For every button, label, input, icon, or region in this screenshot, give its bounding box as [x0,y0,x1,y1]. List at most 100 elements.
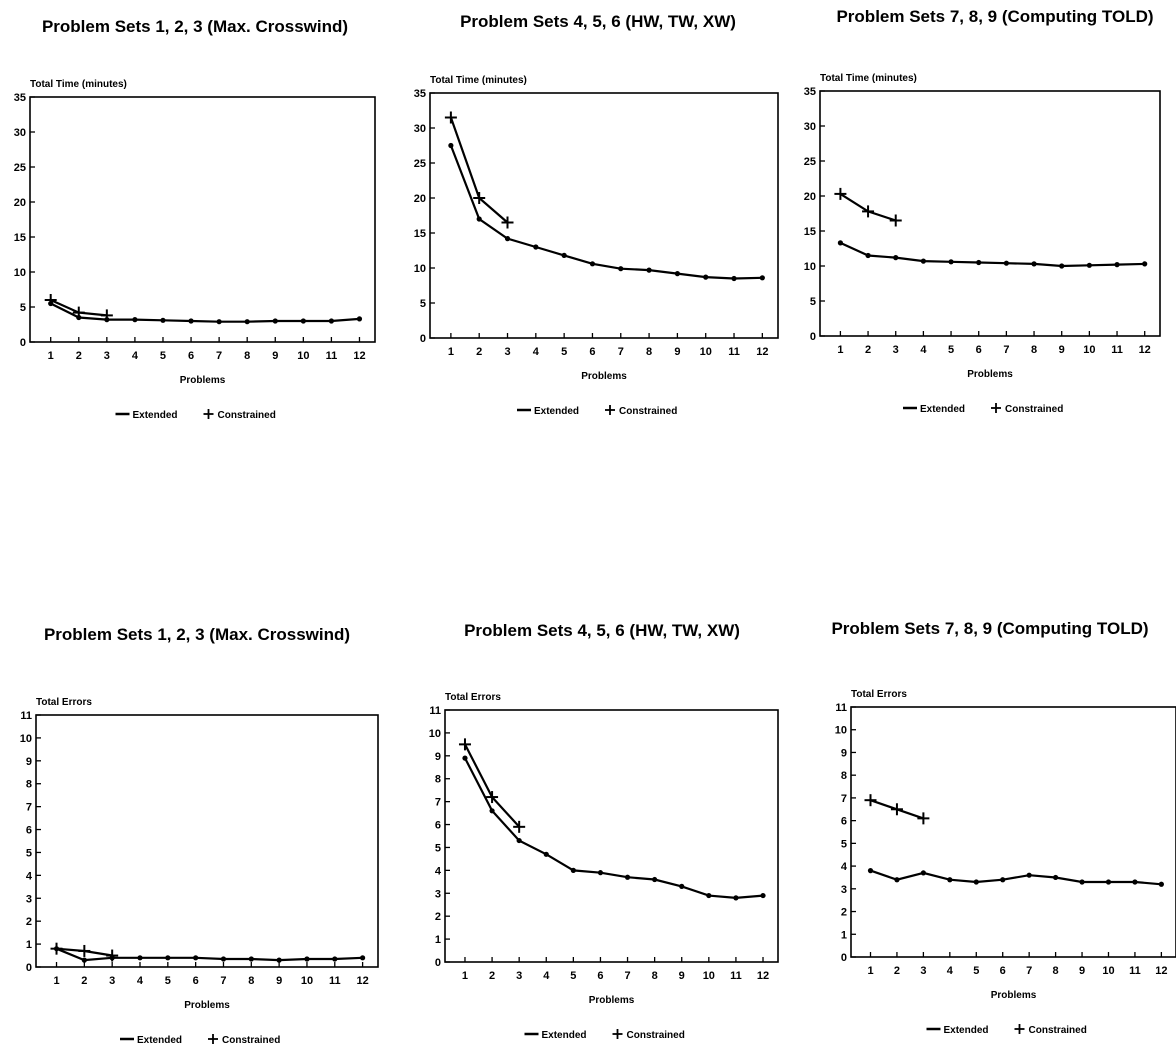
data-point-extended [973,879,979,885]
x-tick-label: 4 [920,344,927,356]
legend-extended-label: Extended [534,406,579,417]
x-tick-label: 9 [1079,965,1085,977]
y-tick-label: 2 [435,911,441,923]
x-tick-label: 9 [674,346,680,358]
y-tick-label: 35 [414,88,426,100]
data-point-extended [947,877,953,883]
y-tick-label: 9 [841,747,847,759]
x-tick-label: 9 [1059,344,1065,356]
y-tick-label: 11 [835,702,847,714]
data-point-extended [760,892,766,899]
data-point-extended [733,895,739,901]
y-tick-label: 3 [26,893,32,905]
data-point-extended [543,851,549,857]
data-point-extended [1026,872,1032,878]
x-tick-label: 6 [589,346,595,358]
y-tick-label: 5 [420,298,426,310]
y-tick-label: 20 [14,197,26,209]
x-tick-label: 4 [947,965,954,977]
legend-extended-label: Extended [920,404,965,415]
y-tick-label: 4 [435,865,442,877]
data-point-extended [920,258,926,264]
data-point-constrained [486,791,499,804]
x-tick-label: 1 [53,975,59,987]
x-tick-label: 3 [516,970,522,982]
x-tick-label: 11 [326,350,338,362]
data-point-constrained [458,738,471,751]
data-point-extended [561,252,567,258]
y-tick-label: 8 [26,779,32,791]
x-tick-label: 10 [301,975,313,987]
legend-constrained-swatch [991,403,1001,413]
legend-constrained-swatch [208,1034,218,1044]
data-point-extended [865,252,871,259]
plot-frame [29,96,376,343]
x-tick-label: 2 [489,970,495,982]
y-tick-label: 2 [26,916,32,928]
data-point-extended [1114,262,1120,268]
data-point-extended [1000,877,1006,883]
x-tick-label: 5 [973,965,979,977]
x-tick-label: 12 [1139,344,1151,356]
data-point-extended [867,868,874,874]
x-axis-label: Problems [180,375,226,386]
y-tick-label: 9 [435,751,441,763]
x-tick-label: 4 [533,346,540,358]
y-tick-label: 0 [435,957,441,969]
y-tick-label: 10 [414,263,426,275]
data-point-extended [248,956,254,962]
y-tick-label: 20 [414,193,426,205]
y-tick-label: 0 [810,331,816,343]
data-point-constrained [917,812,930,825]
plot-frame [429,92,779,339]
y-tick-label: 1 [841,929,847,941]
data-point-extended [894,877,900,883]
y-tick-label: 30 [14,127,26,139]
y-tick-label: 5 [435,842,441,854]
y-tick-label: 10 [804,261,816,273]
y-tick-label: 0 [841,952,847,964]
data-point-extended [759,275,765,281]
data-point-extended [597,870,604,876]
y-tick-label: 3 [435,888,441,900]
data-point-extended [618,266,624,272]
x-tick-label: 1 [48,350,54,362]
x-tick-label: 2 [865,344,871,356]
x-axis-label: Problems [967,369,1013,380]
data-point-constrained [72,306,85,319]
y-tick-label: 7 [435,797,441,809]
data-point-extended [1132,879,1138,885]
data-point-constrained [889,214,902,227]
x-tick-label: 4 [543,970,550,982]
data-point-extended [137,955,143,961]
y-tick-label: 25 [804,156,816,168]
data-point-extended [132,317,138,323]
data-point-extended [837,240,844,246]
data-point-extended [304,956,310,962]
x-tick-label: 7 [1026,965,1032,977]
data-point-extended [948,259,954,265]
series-line-constrained [464,743,521,828]
x-tick-label: 9 [679,970,685,982]
x-tick-label: 4 [132,350,139,362]
chart-title: Problem Sets 7, 8, 9 (Computing TOLD) [831,619,1148,638]
series-line-extended [870,869,1162,886]
chart-panel-2: Problem Sets 4, 5, 6 (HW, TW, XW) Total T… [414,12,779,417]
data-point-extended [674,271,680,277]
data-point-extended [216,319,222,325]
x-tick-label: 5 [165,975,171,987]
y-tick-label: 25 [14,162,26,174]
y-tick-label: 5 [841,838,847,850]
data-point-extended [589,261,596,267]
legend-extended-label: Extended [133,410,178,421]
x-tick-label: 8 [1053,965,1059,977]
y-tick-label: 10 [14,267,26,279]
chart-panel-4: Problem Sets 1, 2, 3 (Max. Crosswind) Tot… [20,625,379,1046]
chart-panel-6: Problem Sets 7, 8, 9 (Computing TOLD) Tot… [831,619,1176,1036]
x-tick-label: 10 [1102,965,1114,977]
data-point-constrained [864,794,877,807]
y-axis-label: Total Time (minutes) [820,73,917,84]
y-tick-label: 35 [14,92,26,104]
y-tick-label: 10 [20,733,32,745]
x-tick-label: 2 [81,975,87,987]
